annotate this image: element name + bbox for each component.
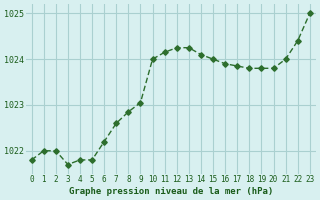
X-axis label: Graphe pression niveau de la mer (hPa): Graphe pression niveau de la mer (hPa)	[68, 187, 273, 196]
